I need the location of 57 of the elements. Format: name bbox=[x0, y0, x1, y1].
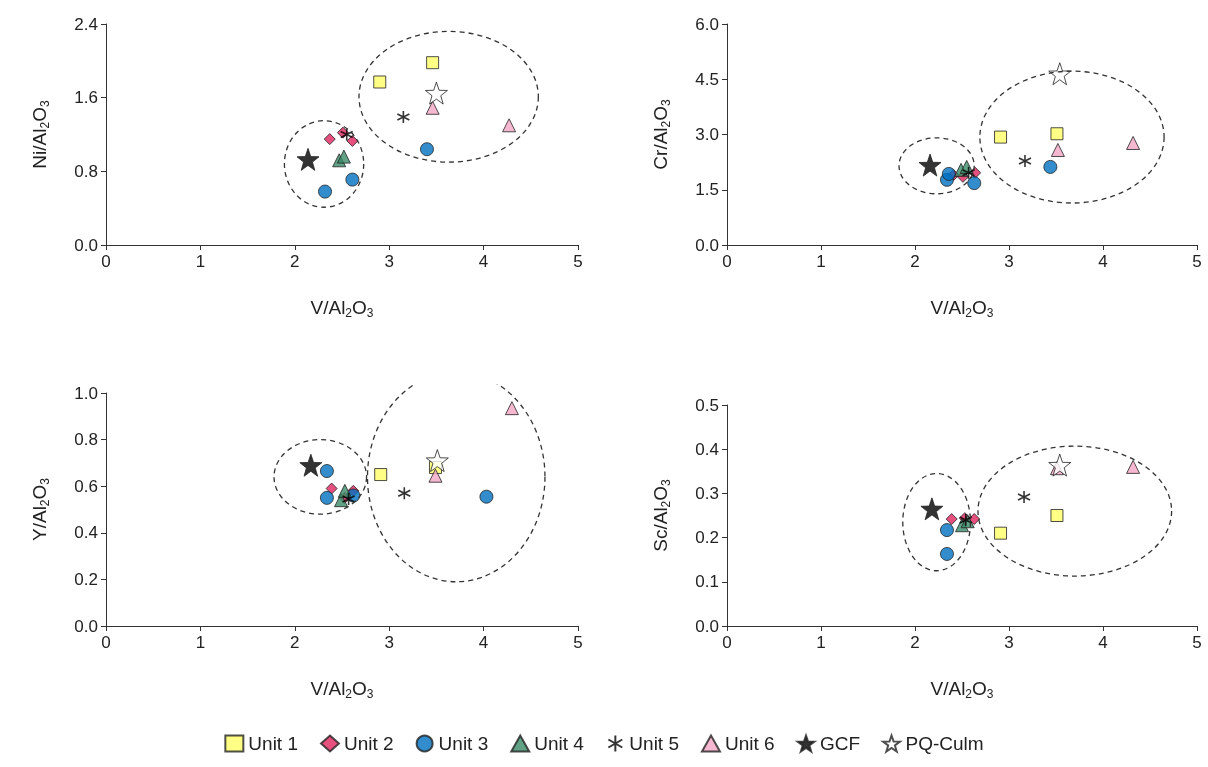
y-tick-label: 4.5 bbox=[695, 69, 719, 89]
legend-label: GCF bbox=[820, 733, 861, 754]
x-tick-label: 4 bbox=[478, 633, 489, 652]
legend-label: Unit 2 bbox=[343, 733, 394, 754]
y-tick-label: 2.4 bbox=[74, 14, 98, 34]
x-tick-label: 2 bbox=[910, 633, 920, 652]
x-tick-label: 4 bbox=[478, 252, 489, 271]
x-tick-label: 0 bbox=[722, 252, 732, 271]
legend-label: Unit 3 bbox=[438, 733, 489, 754]
x-tick-label: 1 bbox=[195, 633, 206, 652]
y-tick-label: 3.0 bbox=[695, 125, 719, 144]
x-tick-label: 4 bbox=[1098, 633, 1108, 652]
legend-label: Unit 6 bbox=[724, 733, 775, 754]
y-tick-label: 1.6 bbox=[74, 88, 98, 108]
legend-label: PQ-Culm bbox=[905, 733, 984, 754]
y-tick-label: 0.5 bbox=[695, 395, 719, 415]
y-tick-label: 0.0 bbox=[74, 235, 98, 255]
legend-label: Unit 5 bbox=[629, 733, 679, 754]
x-tick-label: 3 bbox=[1004, 252, 1014, 271]
y-tick-label: 0.4 bbox=[695, 439, 719, 459]
x-tick-label: 2 bbox=[910, 252, 920, 271]
x-tick-label: 2 bbox=[290, 252, 300, 271]
y-tick-label: 0.2 bbox=[74, 569, 98, 589]
legend-label: Unit 4 bbox=[534, 733, 585, 754]
y-tick-label: 6.0 bbox=[695, 14, 719, 34]
y-axis-title: Y/Al2O3 bbox=[28, 477, 52, 541]
y-tick-label: 0.1 bbox=[695, 572, 719, 592]
y-tick-label: 1.0 bbox=[74, 383, 98, 403]
y-tick-label: 0.8 bbox=[74, 161, 98, 181]
y-tick-label: 0.0 bbox=[695, 616, 719, 636]
x-tick-label: 5 bbox=[573, 252, 583, 271]
legend-label: Unit 1 bbox=[248, 733, 298, 754]
y-tick-label: 0.3 bbox=[695, 483, 719, 503]
y-tick-label: 0.2 bbox=[695, 528, 719, 548]
y-axis-title: Ni/Al2O3 bbox=[28, 100, 52, 169]
x-tick-label: 0 bbox=[722, 633, 732, 652]
x-tick-label: 2 bbox=[290, 633, 300, 652]
x-tick-label: 3 bbox=[384, 252, 394, 271]
x-tick-label: 3 bbox=[1004, 633, 1014, 652]
y-tick-label: 0.0 bbox=[695, 235, 719, 255]
x-tick-label: 0 bbox=[101, 633, 111, 652]
x-tick-label: 0 bbox=[101, 252, 111, 271]
y-tick-label: 0.8 bbox=[74, 430, 98, 450]
x-tick-label: 5 bbox=[573, 633, 583, 652]
x-tick-label: 1 bbox=[816, 252, 826, 271]
y-tick-label: 1.5 bbox=[695, 180, 719, 200]
y-tick-label: 0.0 bbox=[74, 616, 98, 636]
y-axis-title: Sc/Al2O3 bbox=[649, 478, 673, 552]
x-tick-label: 5 bbox=[1192, 252, 1202, 271]
x-tick-label: 1 bbox=[195, 252, 206, 271]
x-tick-label: 1 bbox=[816, 633, 826, 652]
x-tick-label: 5 bbox=[1192, 633, 1202, 652]
y-axis-title: Cr/Al2O3 bbox=[649, 99, 673, 170]
y-tick-label: 0.6 bbox=[74, 476, 98, 496]
x-tick-label: 4 bbox=[1098, 252, 1108, 271]
x-tick-label: 3 bbox=[384, 633, 394, 652]
y-tick-label: 0.4 bbox=[74, 523, 98, 543]
